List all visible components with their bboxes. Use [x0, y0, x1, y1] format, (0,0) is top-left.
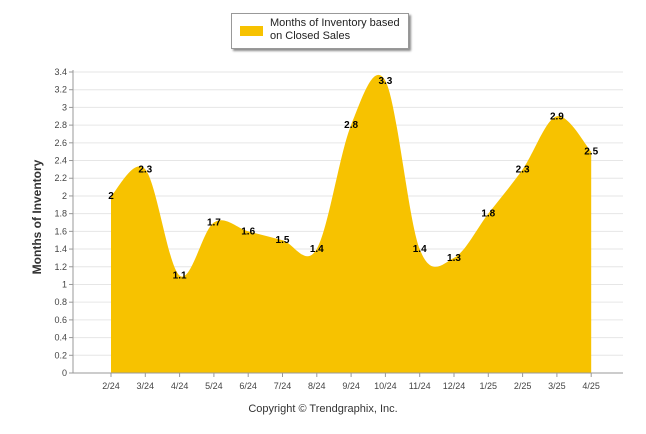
x-tick-label: 2/25 — [514, 381, 532, 391]
y-tick-label: 0.8 — [54, 297, 67, 307]
y-tick-label: 0.4 — [54, 333, 67, 343]
x-tick-label: 3/24 — [137, 381, 155, 391]
y-tick-label: 0 — [62, 368, 67, 378]
x-tick-label: 9/24 — [342, 381, 360, 391]
area-fill[interactable] — [111, 74, 592, 374]
data-label: 1.3 — [447, 253, 461, 264]
y-axis: 0 0.2 0.4 0.6 0.8 1 1.2 1.4 1.6 1.8 2 2.2 2.4 2.6 2.8 3… — [54, 67, 74, 378]
data-label: 1.4 — [310, 244, 324, 255]
x-tick-label: 1/25 — [480, 381, 498, 391]
x-tick-label: 4/24 — [171, 381, 189, 391]
x-tick-label: 2/24 — [102, 381, 120, 391]
data-label: 2.5 — [584, 147, 598, 158]
x-tick-label: 6/24 — [239, 381, 257, 391]
area-series — [111, 74, 592, 374]
y-tick-label: 1.4 — [54, 244, 67, 254]
y-tick-label: 3 — [62, 102, 67, 112]
data-label: 1.5 — [276, 235, 290, 246]
y-tick-label: 2 — [62, 191, 67, 201]
x-axis: 2/24 3/24 4/24 5/24 6/24 7/24 8/24 9/24 10/24 11/… — [73, 372, 623, 391]
legend[interactable]: Months of Inventory based on Closed Sale… — [231, 13, 409, 49]
x-tick-label: 12/24 — [443, 381, 466, 391]
data-label: 1.7 — [207, 218, 221, 229]
y-tick-label: 0.2 — [54, 350, 67, 360]
y-axis-title: Months of Inventory — [30, 159, 44, 274]
x-tick-label: 3/25 — [548, 381, 566, 391]
y-tick-label: 3.2 — [54, 85, 67, 95]
data-label: 3.3 — [378, 76, 392, 87]
data-label: 2 — [108, 191, 114, 202]
y-tick-label: 3.4 — [54, 67, 67, 77]
legend-swatch — [240, 26, 263, 36]
data-label: 1.6 — [241, 226, 255, 237]
x-tick-label: 10/24 — [374, 381, 397, 391]
x-tick-label: 4/25 — [582, 381, 600, 391]
x-tick-label: 7/24 — [274, 381, 292, 391]
y-tick-label: 1.6 — [54, 226, 67, 236]
x-tick-label: 8/24 — [308, 381, 326, 391]
data-label: 1.8 — [481, 209, 495, 220]
data-labels: 2 2.3 1.1 1.7 1.6 1.5 1.4 2.8 3.3 1.4 1.3 1.8 2.3 2.9… — [108, 76, 598, 282]
y-tick-label: 2.2 — [54, 173, 67, 183]
x-tick-label: 5/24 — [205, 381, 223, 391]
data-label: 2.3 — [516, 164, 530, 175]
data-label: 2.9 — [550, 111, 564, 122]
y-tick-label: 1.8 — [54, 209, 67, 219]
x-tick-label: 11/24 — [409, 381, 431, 391]
legend-label: Months of Inventory based on Closed Sale… — [270, 17, 400, 42]
data-label: 2.3 — [138, 164, 152, 175]
data-label: 1.1 — [173, 271, 187, 282]
y-tick-label: 1 — [62, 279, 67, 289]
y-tick-label: 0.6 — [54, 315, 67, 325]
y-tick-label: 2.6 — [54, 138, 67, 148]
y-tick-label: 2.4 — [54, 156, 67, 166]
y-tick-label: 2.8 — [54, 120, 67, 130]
copyright-text: Copyright © Trendgraphix, Inc. — [248, 403, 398, 415]
y-tick-label: 1.2 — [54, 262, 67, 272]
data-label: 2.8 — [344, 120, 358, 131]
data-label: 1.4 — [413, 244, 427, 255]
